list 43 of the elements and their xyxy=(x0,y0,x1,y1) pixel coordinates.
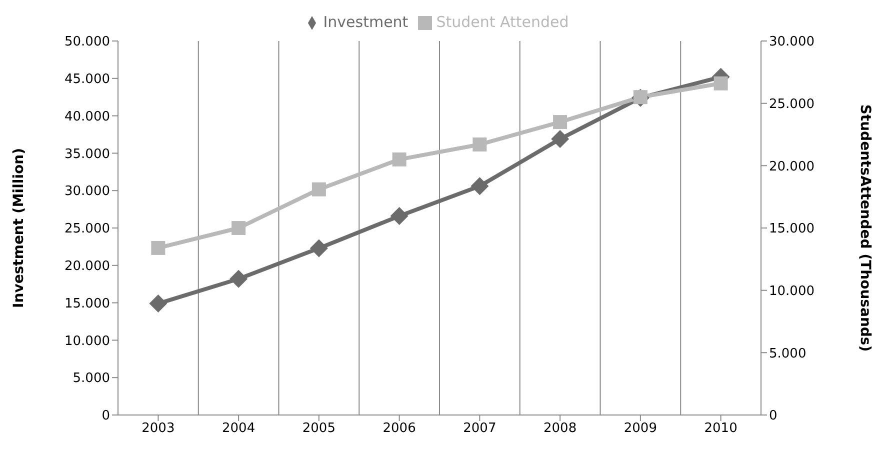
x-tick-label: 2006 xyxy=(382,421,416,436)
y-tick-label: 15.000 xyxy=(64,296,110,312)
legend-label: Student Attended xyxy=(436,13,569,31)
x-tick-label: 2009 xyxy=(624,421,657,436)
point xyxy=(149,294,168,313)
y-tick-label: 0 xyxy=(102,408,110,424)
y-tick-label: 45.000 xyxy=(64,72,110,88)
point xyxy=(553,115,568,130)
x-tick-label: 2004 xyxy=(222,421,256,436)
point xyxy=(310,239,328,258)
x-tick-label: 2010 xyxy=(704,421,738,436)
y-tick-label: 25.000 xyxy=(64,222,110,237)
y-tick-label: 35.000 xyxy=(64,146,110,162)
y2-tick-label: 30.000 xyxy=(769,34,814,50)
x-tick-label: 2005 xyxy=(302,421,336,436)
y2-tick-label: 5.000 xyxy=(769,346,806,362)
y-tick-label: 10.000 xyxy=(64,334,110,349)
y2-tick-label: 0 xyxy=(769,408,778,424)
point xyxy=(151,240,166,255)
y-tick-label: 20.000 xyxy=(64,259,110,274)
legend-label: Investment xyxy=(323,13,408,31)
y-tick-label: 5.000 xyxy=(72,371,110,386)
y2-axis-title: StudentsAttended (Thousands) xyxy=(857,104,874,352)
x-tick-label: 2003 xyxy=(142,421,175,436)
point xyxy=(390,207,408,226)
point xyxy=(392,152,406,166)
point xyxy=(551,130,570,148)
y2-tick-label: 15.000 xyxy=(769,222,814,237)
point xyxy=(230,270,248,288)
point xyxy=(472,137,487,152)
point xyxy=(714,76,728,90)
y-tick-label: 50.000 xyxy=(64,34,110,50)
x-tick-label: 2008 xyxy=(544,421,577,436)
y2-tick-label: 10.000 xyxy=(769,284,814,299)
point xyxy=(232,221,246,235)
point xyxy=(470,177,489,196)
y-tick-label: 40.000 xyxy=(64,109,110,124)
y2-tick-label: 20.000 xyxy=(769,159,814,174)
y-tick-label: 30.000 xyxy=(64,184,110,200)
y2-tick-label: 25.000 xyxy=(769,96,814,112)
x-tick-label: 2007 xyxy=(463,421,496,436)
point xyxy=(312,182,326,196)
y-axis-title: Investment (Million) xyxy=(10,148,27,308)
